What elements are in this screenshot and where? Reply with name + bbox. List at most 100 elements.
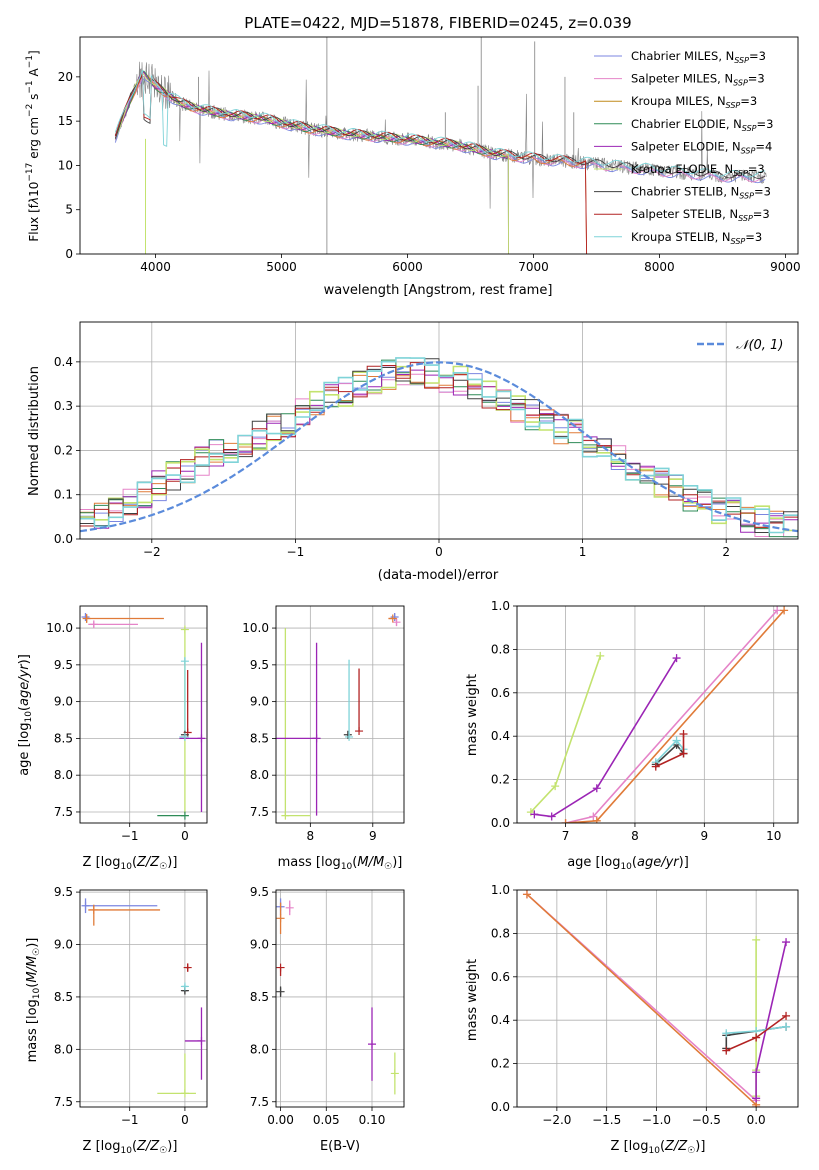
- series-marker: [722, 1029, 731, 1038]
- y-tick-label: 0.4: [54, 355, 73, 369]
- series-marker: [780, 606, 789, 615]
- plot-frame: [79, 605, 208, 824]
- y-axis-label: mass [log10(M/M☉)]: [25, 938, 42, 1063]
- histograms: [80, 357, 798, 538]
- model-spectrum: [114, 69, 766, 178]
- y-tick-label: 0.4: [491, 729, 510, 743]
- data-marker: [180, 811, 189, 820]
- y-tick-label: 0.3: [54, 399, 73, 413]
- plot-frame: [79, 321, 799, 540]
- data-marker: [312, 734, 321, 743]
- y-tick-label: 7.5: [54, 805, 73, 819]
- y-tick-label: 8.5: [54, 990, 73, 1004]
- x-tick-label: 1: [579, 545, 587, 559]
- y-tick-label: 8.5: [250, 731, 269, 745]
- model-spectrum: [114, 73, 588, 254]
- legend-subscript: SSP: [726, 101, 741, 110]
- legend-subscript: SSP: [731, 237, 746, 246]
- y-tick-label: 0.4: [491, 1013, 510, 1027]
- x-axis-label: E(B-V): [320, 1139, 360, 1154]
- data-points: [276, 613, 401, 820]
- histogram-series: [80, 365, 798, 532]
- data-marker: [180, 732, 189, 741]
- spectrum-plot-area: 4000 5000 6000 7000 8000 9000 0 5 10 15 20: [58, 36, 801, 274]
- x-tick-label: 7000: [518, 260, 549, 274]
- y-tick-label: 0.8: [491, 642, 510, 656]
- y-tick-label: 1.0: [491, 599, 510, 613]
- x-tick-label: 10: [766, 829, 781, 843]
- mass-vs-metallicity-panel: −1 0 7.5 8.0 8.5 9.0 9.5: [54, 885, 208, 1127]
- x-axis-label: (data-model)/error: [378, 568, 499, 583]
- x-tick-label: 8: [631, 829, 639, 843]
- x-tick-label: −1.5: [592, 1113, 621, 1127]
- series-marker: [561, 819, 570, 823]
- legend-label: Salpeter STELIB, NSSP=3: [631, 207, 770, 223]
- series-marker: [589, 812, 598, 821]
- x-tick-label: 8000: [644, 260, 675, 274]
- series-marker: [773, 606, 782, 615]
- legend-subscript: SSP: [739, 192, 754, 201]
- y-tick-label: 7.5: [250, 805, 269, 819]
- x-axis-label: Z [log10(Z/Z☉)]: [83, 855, 178, 872]
- data-marker: [197, 734, 206, 743]
- data-points: [276, 898, 399, 1095]
- legend-label: Chabrier ELODIE, NSSP=3: [631, 117, 773, 133]
- age-vs-metallicity-panel: −1 0 7.5 8.0 8.5 9.0 9.5 10.0: [46, 605, 208, 843]
- legend-label: Kroupa STELIB, NSSP=3: [631, 230, 762, 246]
- data-marker: [89, 905, 98, 914]
- series-marker: [651, 762, 660, 771]
- legend-subscript: SSP: [733, 79, 748, 88]
- age-vs-mass-panel: 8 9 7.5 8.0 8.5 9.0 9.5 10.0: [242, 605, 405, 843]
- y-tick-label: 0.2: [491, 1057, 510, 1071]
- legend: Chabrier MILES, NSSP=3 Salpeter MILES, NS…: [594, 49, 773, 246]
- data-marker: [180, 657, 189, 666]
- y-tick-label: 9.5: [250, 658, 269, 672]
- legend-label: Chabrier STELIB, NSSP=3: [631, 185, 771, 201]
- x-tick-label: 5000: [266, 260, 297, 274]
- x-tick-label: 9: [369, 829, 377, 843]
- series-marker: [679, 730, 688, 739]
- series-marker: [551, 782, 560, 791]
- data-marker: [368, 1040, 376, 1049]
- y-tick-label: 0: [65, 247, 73, 261]
- y-tick-label: 7.5: [250, 1095, 269, 1109]
- y-tick-label: 0.0: [491, 1100, 510, 1114]
- y-tick-label: 10.0: [46, 621, 73, 635]
- data-marker: [183, 963, 192, 972]
- legend-suffix: =3: [748, 72, 765, 86]
- series-line: [526, 893, 757, 1107]
- y-tick-label: 5: [65, 203, 73, 217]
- series-marker: [752, 1103, 761, 1107]
- model-spectrum: [114, 78, 766, 184]
- y-tick-label: 9.5: [54, 885, 73, 899]
- model-spectrum: [114, 70, 509, 254]
- x-tick-label: −1.0: [642, 1113, 671, 1127]
- series-marker: [530, 810, 539, 819]
- series-marker: [752, 1033, 761, 1042]
- plot-frame: [275, 605, 405, 824]
- y-tick-label: 0.1: [54, 488, 73, 502]
- legend-label: Kroupa MILES, NSSP=3: [631, 94, 757, 110]
- y-tick-label: 9.0: [54, 695, 73, 709]
- x-tick-label: −0.5: [692, 1113, 721, 1127]
- y-tick-label: 9.5: [250, 885, 269, 899]
- data-marker: [89, 620, 98, 629]
- y-axis-label: mass weight: [465, 959, 480, 1041]
- data-points: [81, 613, 206, 820]
- legend-suffix: =3: [754, 185, 771, 199]
- legend-subscript: SSP: [742, 124, 757, 133]
- data-marker: [276, 963, 285, 972]
- legend-suffix: =3: [745, 230, 762, 244]
- series-line: [565, 609, 785, 823]
- y-tick-label: 20: [58, 70, 73, 84]
- x-tick-label: 0.05: [313, 1113, 340, 1127]
- series-marker: [722, 1046, 731, 1055]
- data-marker: [392, 618, 401, 627]
- data-marker: [82, 614, 91, 623]
- series-marker: [782, 1022, 791, 1031]
- histogram-series: [80, 357, 798, 534]
- series-marker: [547, 812, 556, 821]
- mass-weight-vs-metallicity-panel: −2.0 −1.5 −1.0 −0.5 0.0 0.0 0.2 0.4 0.6 0.8 1.0: [491, 883, 799, 1127]
- x-axis-label: mass [log10(M/M☉)]: [278, 855, 403, 872]
